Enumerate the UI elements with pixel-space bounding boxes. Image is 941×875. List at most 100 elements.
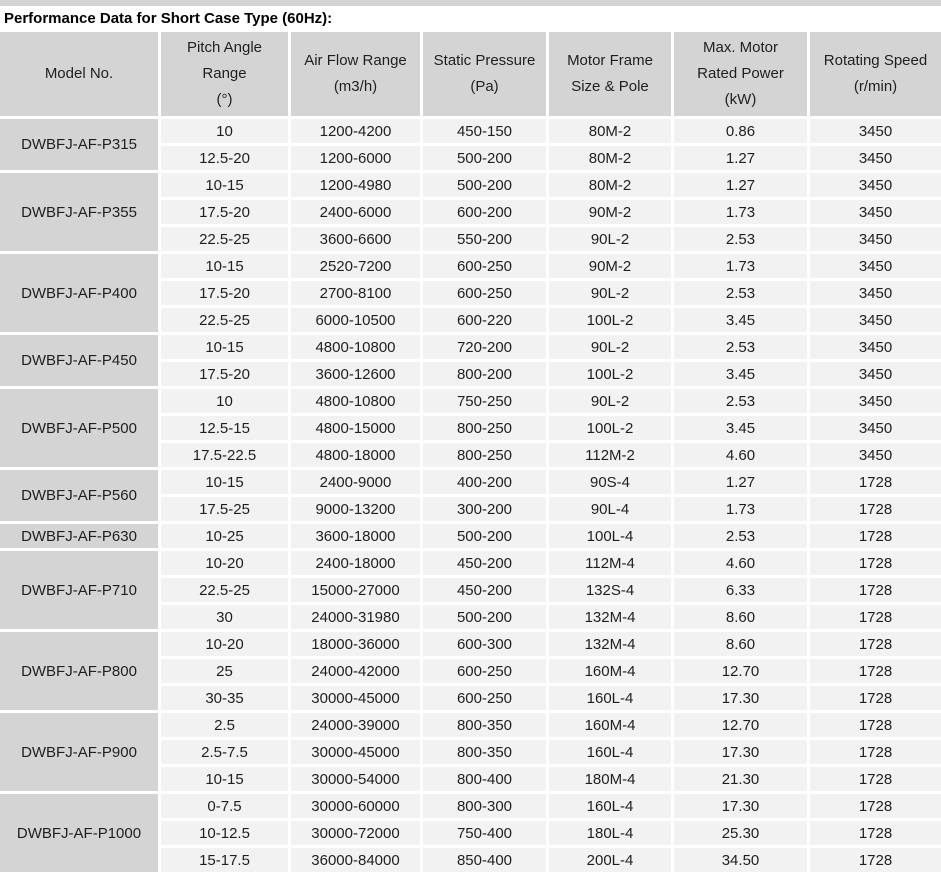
column-header-rotating-speed: Rotating Speed (r/min) [810,32,941,116]
cell-motor-frame: 100L-2 [549,416,671,440]
cell-rotating-speed: 1728 [810,578,941,602]
cell-motor-frame: 90L-2 [549,281,671,305]
cell-air-flow: 30000-54000 [291,767,420,791]
cell-motor-frame: 100L-4 [549,524,671,548]
column-header-air-flow: Air Flow Range (m3/h) [291,32,420,116]
cell-pitch-angle: 25 [161,659,288,683]
cell-air-flow: 1200-4980 [291,173,420,197]
cell-static-pressure: 550-200 [423,227,546,251]
cell-pitch-angle: 10-15 [161,335,288,359]
cell-static-pressure: 800-200 [423,362,546,386]
column-header-static-pressure: Static Pressure (Pa) [423,32,546,116]
cell-static-pressure: 800-300 [423,794,546,818]
cell-rotating-speed: 1728 [810,551,941,575]
cell-rated-power: 1.73 [674,497,807,521]
cell-rated-power: 3.45 [674,416,807,440]
cell-static-pressure: 500-200 [423,173,546,197]
cell-motor-frame: 112M-2 [549,443,671,467]
cell-air-flow: 4800-10800 [291,335,420,359]
cell-pitch-angle: 10 [161,119,288,143]
cell-air-flow: 9000-13200 [291,497,420,521]
cell-air-flow: 15000-27000 [291,578,420,602]
cell-rotating-speed: 1728 [810,497,941,521]
column-header-rated-power: Max. Motor Rated Power (kW) [674,32,807,116]
cell-air-flow: 3600-6600 [291,227,420,251]
cell-rated-power: 8.60 [674,605,807,629]
cell-model: DWBFJ-AF-P1000 [0,794,158,872]
cell-rotating-speed: 3450 [810,362,941,386]
cell-rated-power: 3.45 [674,308,807,332]
cell-rated-power: 3.45 [674,362,807,386]
cell-rotating-speed: 1728 [810,605,941,629]
cell-static-pressure: 750-400 [423,821,546,845]
cell-static-pressure: 600-250 [423,254,546,278]
cell-rated-power: 12.70 [674,713,807,737]
cell-static-pressure: 720-200 [423,335,546,359]
cell-rotating-speed: 1728 [810,767,941,791]
cell-rated-power: 17.30 [674,794,807,818]
cell-air-flow: 30000-45000 [291,740,420,764]
cell-rotating-speed: 3450 [810,308,941,332]
column-header-model: Model No. [0,32,158,116]
cell-pitch-angle: 10-15 [161,173,288,197]
cell-motor-frame: 90L-2 [549,335,671,359]
cell-rated-power: 6.33 [674,578,807,602]
cell-rated-power: 2.53 [674,524,807,548]
cell-static-pressure: 800-400 [423,767,546,791]
cell-motor-frame: 100L-2 [549,308,671,332]
cell-rated-power: 0.86 [674,119,807,143]
cell-pitch-angle: 10-15 [161,254,288,278]
cell-motor-frame: 90S-4 [549,470,671,494]
cell-rated-power: 1.27 [674,470,807,494]
cell-air-flow: 24000-42000 [291,659,420,683]
cell-model: DWBFJ-AF-P800 [0,632,158,710]
cell-air-flow: 3600-12600 [291,362,420,386]
cell-rated-power: 12.70 [674,659,807,683]
cell-pitch-angle: 10-20 [161,551,288,575]
cell-model: DWBFJ-AF-P355 [0,173,158,251]
cell-rotating-speed: 3450 [810,389,941,413]
cell-rotating-speed: 3450 [810,254,941,278]
cell-static-pressure: 600-300 [423,632,546,656]
cell-rotating-speed: 1728 [810,713,941,737]
cell-pitch-angle: 17.5-20 [161,281,288,305]
cell-motor-frame: 80M-2 [549,146,671,170]
cell-air-flow: 18000-36000 [291,632,420,656]
cell-motor-frame: 90L-2 [549,389,671,413]
top-strip [0,0,941,6]
cell-pitch-angle: 10-25 [161,524,288,548]
cell-rated-power: 17.30 [674,686,807,710]
cell-model: DWBFJ-AF-P315 [0,119,158,170]
cell-rotating-speed: 1728 [810,632,941,656]
cell-rated-power: 2.53 [674,227,807,251]
cell-motor-frame: 132M-4 [549,632,671,656]
cell-pitch-angle: 15-17.5 [161,848,288,872]
cell-air-flow: 30000-60000 [291,794,420,818]
cell-rated-power: 2.53 [674,281,807,305]
cell-model: DWBFJ-AF-P560 [0,470,158,521]
cell-static-pressure: 600-250 [423,659,546,683]
cell-motor-frame: 160L-4 [549,740,671,764]
cell-model: DWBFJ-AF-P900 [0,713,158,791]
cell-pitch-angle: 2.5 [161,713,288,737]
cell-air-flow: 30000-72000 [291,821,420,845]
cell-pitch-angle: 22.5-25 [161,578,288,602]
cell-static-pressure: 450-200 [423,578,546,602]
cell-model: DWBFJ-AF-P400 [0,254,158,332]
cell-pitch-angle: 10-15 [161,767,288,791]
cell-pitch-angle: 12.5-20 [161,146,288,170]
cell-static-pressure: 850-400 [423,848,546,872]
cell-pitch-angle: 0-7.5 [161,794,288,818]
cell-rated-power: 25.30 [674,821,807,845]
cell-air-flow: 3600-18000 [291,524,420,548]
cell-air-flow: 6000-10500 [291,308,420,332]
cell-pitch-angle: 30-35 [161,686,288,710]
cell-motor-frame: 80M-2 [549,173,671,197]
cell-model: DWBFJ-AF-P630 [0,524,158,548]
cell-rotating-speed: 3450 [810,200,941,224]
cell-air-flow: 30000-45000 [291,686,420,710]
cell-motor-frame: 90M-2 [549,254,671,278]
cell-air-flow: 2400-6000 [291,200,420,224]
cell-rotating-speed: 1728 [810,740,941,764]
